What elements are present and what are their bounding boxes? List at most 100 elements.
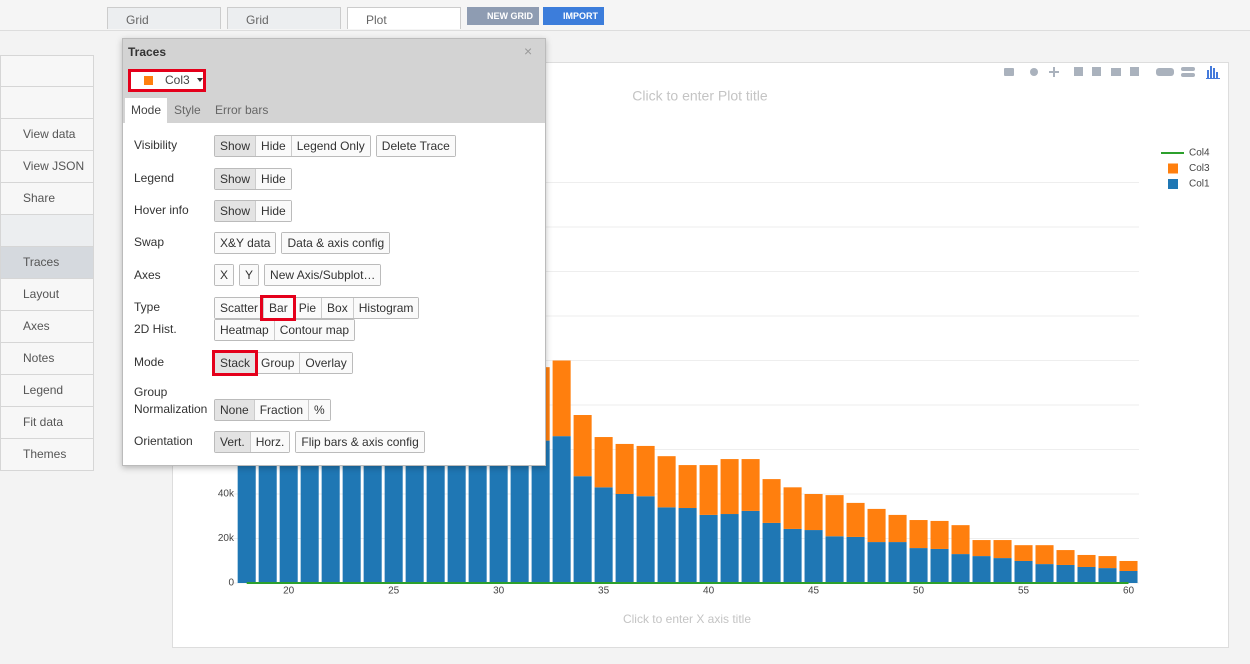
bar [1077,554,1096,567]
bar [804,530,823,583]
bar [1098,568,1117,583]
bar [825,536,844,583]
legend-label: Col4 [1189,148,1210,159]
tab[interactable]: Grid [107,7,221,29]
option-button[interactable]: Y [240,265,259,285]
bar [783,528,802,583]
bar [762,479,781,523]
option-button[interactable]: Show [215,136,256,156]
option-button[interactable]: Stack [211,350,259,376]
panel-tab[interactable]: Mode [125,98,168,123]
sidebar-item[interactable]: Share [0,183,94,215]
bar [741,459,760,511]
bar [657,507,676,583]
x-tick-label: 50 [913,586,925,597]
bar [426,433,445,583]
option-button[interactable]: Heatmap [215,320,274,340]
bar [825,495,844,537]
sidebar-item[interactable]: Fit data [0,407,94,439]
x-tick-label: 20 [283,586,295,597]
x-axis-title: Click to enter X axis title [623,612,751,626]
sidebar-item[interactable]: View JSON [0,151,94,183]
bar [594,437,613,488]
option-button[interactable]: None [215,400,254,420]
legend-swatch [1168,179,1178,189]
toolbar-button[interactable]: NEW GRID [467,7,539,25]
button-group: Stack Group Overlay [211,350,353,376]
sidebar-item[interactable]: Axes [0,311,94,343]
bar [489,436,508,583]
option-button[interactable]: Legend Only [290,136,370,156]
sidebar-item[interactable]: Legend [0,375,94,407]
tab[interactable]: Grid [227,7,341,29]
option-button[interactable]: X&Y data [215,233,276,253]
option-button[interactable]: Box [321,298,353,318]
bar [1119,560,1138,571]
panel-tab[interactable]: Error bars [215,103,269,117]
legend-swatch [1168,163,1178,174]
bar [1035,564,1054,583]
option-button[interactable]: X [215,265,234,285]
bar [657,456,676,508]
sidebar-item[interactable]: Notes [0,343,94,375]
close-button[interactable]: × [524,43,533,59]
row-label: Group Normalization [134,385,208,416]
sidebar-item[interactable]: View data [0,119,94,151]
sidebar-item[interactable]: Themes [0,439,94,471]
sidebar-item[interactable]: Traces [0,247,94,279]
bar [1014,545,1033,561]
plot-title: Click to enter Plot title [632,88,768,104]
bar [1056,550,1075,565]
option-button[interactable]: Overlay [299,353,352,373]
button-group: Show Hide Legend Only [214,135,371,157]
option-button[interactable]: Fraction [253,400,309,420]
option-button[interactable]: Group [255,353,300,373]
button-row: X Y New Axis/Subplot… [214,264,382,286]
bar [972,540,991,557]
y-tick-label: 40k [218,489,235,500]
sidebar-item[interactable]: Layout [0,279,94,311]
row-label: Legend [134,171,175,185]
option-button[interactable]: Hide [255,169,291,189]
panel-title: Traces [128,45,167,59]
row-label: Hover info [134,203,189,217]
button-row: Stack Group Overlay [211,350,353,376]
toolbar-button[interactable]: IMPORT [543,7,604,25]
tab[interactable]: Plot [347,7,461,29]
row-label: Type [134,300,161,314]
bar [741,510,760,583]
panel-tab[interactable]: Style [174,103,201,117]
bar [888,514,907,543]
option-button[interactable]: Horz. [249,432,290,452]
option-button[interactable]: Scatter [215,298,264,318]
row-label: Mode [134,355,165,369]
caret [197,78,203,82]
option-button[interactable]: New Axis/Subplot… [265,265,381,285]
bar [846,502,865,537]
bar [447,433,466,583]
option-button[interactable]: Pie [292,298,322,318]
option-button[interactable]: Data & axis config [282,233,390,253]
row-label: Swap [134,235,165,249]
button-row: Scatter Bar Pie Box Histogram [214,295,420,321]
option-button[interactable]: Flip bars & axis config [296,432,424,452]
x-tick-label: 60 [1123,586,1135,597]
option-button[interactable]: Hide [255,201,291,221]
button-row: Heatmap Contour map [214,319,356,341]
option-button[interactable]: Contour map [273,320,355,340]
bar [321,442,340,583]
button-group: X [214,264,235,286]
x-tick-label: 25 [388,586,400,597]
option-button[interactable]: Hide [255,136,291,156]
option-button[interactable]: Delete Trace [376,136,455,156]
option-button[interactable]: Show [215,169,256,189]
option-button[interactable]: Bar [260,295,296,321]
option-button[interactable]: % [308,400,330,420]
bar [384,436,403,583]
option-button[interactable]: Show [215,201,256,221]
option-button[interactable]: Histogram [352,298,419,318]
bar [1014,560,1033,583]
option-button[interactable]: Vert. [215,432,250,452]
trace-select[interactable]: Col3 [128,69,206,92]
button-group: Y [239,264,260,286]
